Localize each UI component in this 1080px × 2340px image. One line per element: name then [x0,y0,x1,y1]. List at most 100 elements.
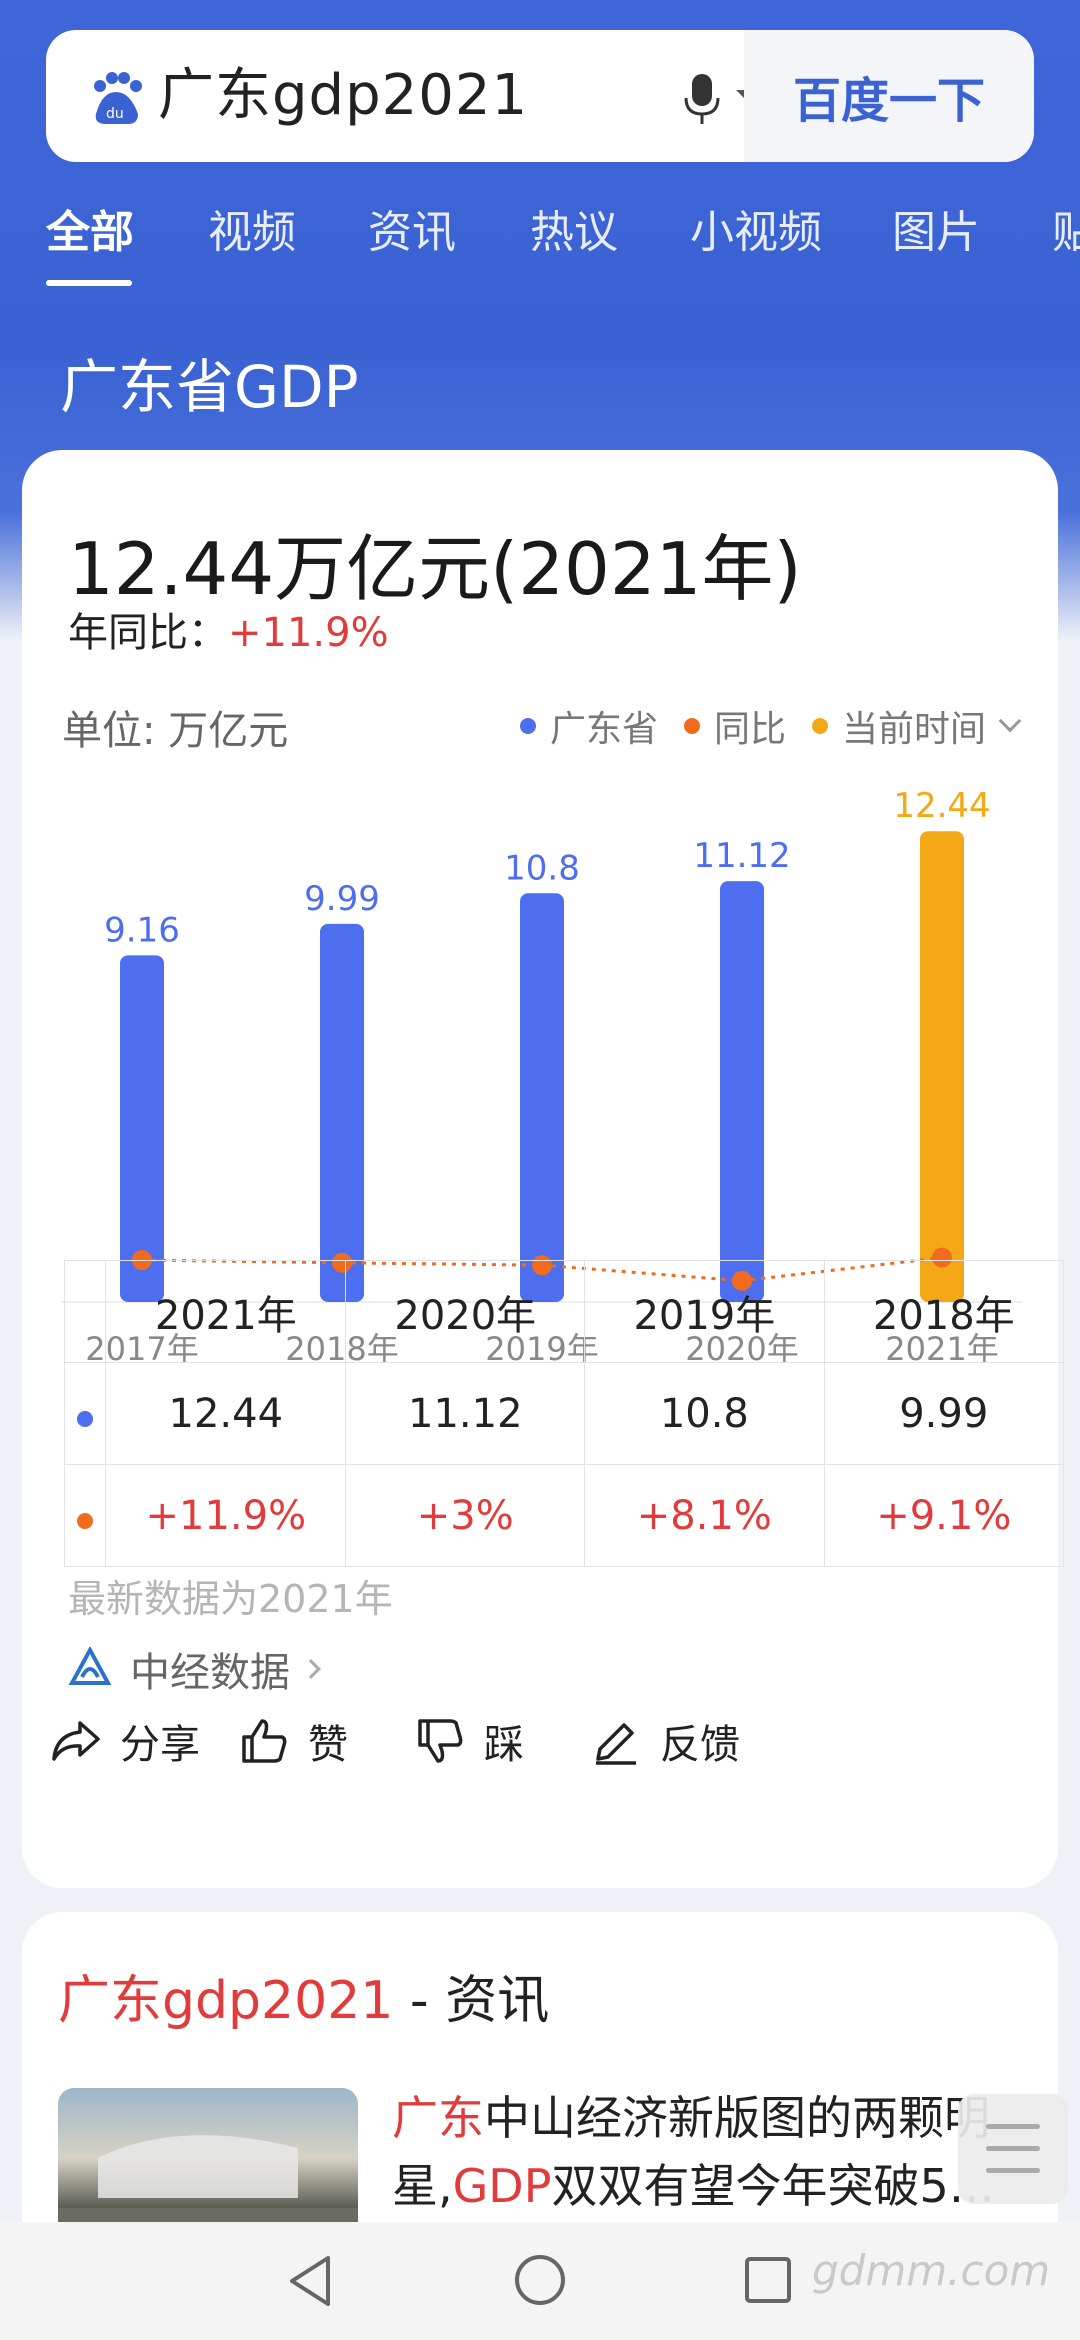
action-bar: 分享 赞 踩 反馈 [22,1712,1058,1812]
watermark: gdmm.com [812,2246,1051,2295]
tab-active-indicator [46,280,132,286]
tab-tieba[interactable]: 贴 [1052,207,1080,258]
source-link[interactable]: 中经数据 [68,1640,321,1698]
legend-item-current: 当前时间 [811,700,1022,752]
source-logo-icon [68,1647,112,1685]
plain-text: 双双有望今年突破5… [551,2159,995,2213]
chart-bar [920,831,964,1302]
news-headline[interactable]: 广东中山经济新版图的两颗明 星,GDP双双有望今年突破5… [392,2084,1032,2220]
chart-value-label: 10.8 [504,848,580,888]
yoy-label: 年同比： [68,610,228,656]
home-icon[interactable] [512,2252,568,2308]
menu-line [986,2146,1040,2151]
chart-value-label: 9.16 [104,910,180,950]
highlight-text: 广东 [392,2091,484,2145]
floating-menu-button[interactable] [958,2094,1068,2204]
table-header: 2021年 [105,1260,347,1363]
table-header: 2018年 [823,1260,1065,1363]
share-icon [52,1721,100,1761]
table-row: +11.9% +3% +8.1% +9.1% [63,1464,1065,1567]
chevron-right-icon [301,1659,321,1679]
chart-bar [120,955,164,1302]
back-icon[interactable] [282,2252,338,2310]
tab-news[interactable]: 资讯 [368,207,456,258]
table-header: 2019年 [584,1260,825,1363]
yoy-value: +11.9% [228,610,389,656]
news-title-suffix: - 资讯 [393,1971,550,2031]
table-header-row: 2021年 2020年 2019年 2018年 [63,1260,1065,1363]
microphone-icon[interactable] [682,66,722,130]
legend-dot [683,718,700,734]
table-corner [63,1260,107,1363]
search-button[interactable]: 百度一下 [744,30,1034,162]
tab-discussion[interactable]: 热议 [530,207,618,258]
like-label: 赞 [308,1722,348,1768]
feedback-label: 反馈 [660,1722,740,1768]
table-cell: 12.44 [105,1362,347,1465]
thumbs-down-icon [418,1719,463,1763]
series-dot [77,1512,94,1529]
menu-line [986,2124,1040,2129]
chevron-down-icon[interactable] [998,709,1022,733]
plain-text: 星, [392,2159,453,2213]
chart-bar [720,881,764,1302]
data-note: 最新数据为2021年 [68,1577,393,1621]
table-row: 12.44 11.12 10.8 9.99 [63,1362,1065,1465]
share-label: 分享 [120,1722,200,1768]
legend-label: 同比 [713,709,786,750]
legend-dot [811,718,828,734]
legend-item-province: 广东省 [519,700,658,752]
table-cell: 9.99 [823,1362,1065,1465]
system-nav-bar [0,2222,1080,2340]
search-input[interactable]: 广东gdp2021 [158,63,529,128]
dislike-button[interactable]: 踩 [414,1712,524,1770]
edit-icon [596,1723,636,1765]
menu-line [986,2168,1040,2173]
like-button[interactable]: 赞 [238,1712,348,1770]
news-section-title[interactable]: 广东gdp2021 - 资讯 [58,1958,549,2033]
tab-images[interactable]: 图片 [892,207,980,258]
tab-all[interactable]: 全部 [46,207,134,258]
table-cell: +11.9% [105,1464,347,1567]
news-line-1: 广东中山经济新版图的两颗明 [392,2084,1032,2152]
legend-dot [519,718,536,734]
chart-legend[interactable]: 广东省 同比 当前时间 [494,700,1022,752]
table-cell: +8.1% [584,1464,825,1567]
yoy-row: 年同比：+11.9% [68,600,389,658]
dislike-label: 踩 [484,1722,524,1768]
unit-label: 单位: 万亿元 [62,708,289,754]
tab-video[interactable]: 视频 [208,207,296,258]
chart-value-label: 11.12 [693,836,790,876]
legend-label: 当前时间 [841,709,986,750]
recent-apps-icon[interactable] [742,2254,794,2306]
thumbs-up-icon [242,1719,287,1763]
legend-item-yoy: 同比 [683,700,786,752]
table-header: 2020年 [345,1260,586,1363]
chart-bar [320,923,364,1302]
tab-bar: 全部 视频 资讯 热议 小视频 图片 贴 [0,196,1080,286]
feedback-button[interactable]: 反馈 [590,1712,740,1770]
legend-label: 广东省 [549,709,658,750]
chart-value-label: 12.44 [893,786,990,826]
table-cell: +9.1% [823,1464,1065,1567]
share-button[interactable]: 分享 [50,1712,200,1770]
section-title: 广东省GDP [60,353,359,421]
series-dot [77,1410,94,1427]
source-label: 中经数据 [130,1650,290,1696]
news-title-keyword: 广东gdp2021 [58,1971,394,2031]
chart-bar [520,893,564,1302]
news-line-2: 星,GDP双双有望今年突破5… [392,2152,1032,2220]
chart-value-label: 9.99 [304,879,380,919]
svg-text:du: du [106,106,124,122]
gdp-table: 2021年 2020年 2019年 2018年 12.44 11.12 10.8… [63,1260,1065,1567]
gdp-card: 12.44万亿元(2021年) 年同比：+11.9% 单位: 万亿元 广东省 同… [22,450,1065,1888]
highlight-text: GDP [452,2159,552,2213]
baidu-paw-icon[interactable]: du [86,70,146,126]
search-bar: du 广东gdp2021 百度一下 [46,30,1034,162]
table-cell: 10.8 [584,1362,825,1465]
tab-short-video[interactable]: 小视频 [690,207,822,258]
table-cell: +3% [345,1464,586,1567]
gdp-value: 12.44万亿元(2021年) [68,527,802,611]
table-cell: 11.12 [345,1362,586,1465]
